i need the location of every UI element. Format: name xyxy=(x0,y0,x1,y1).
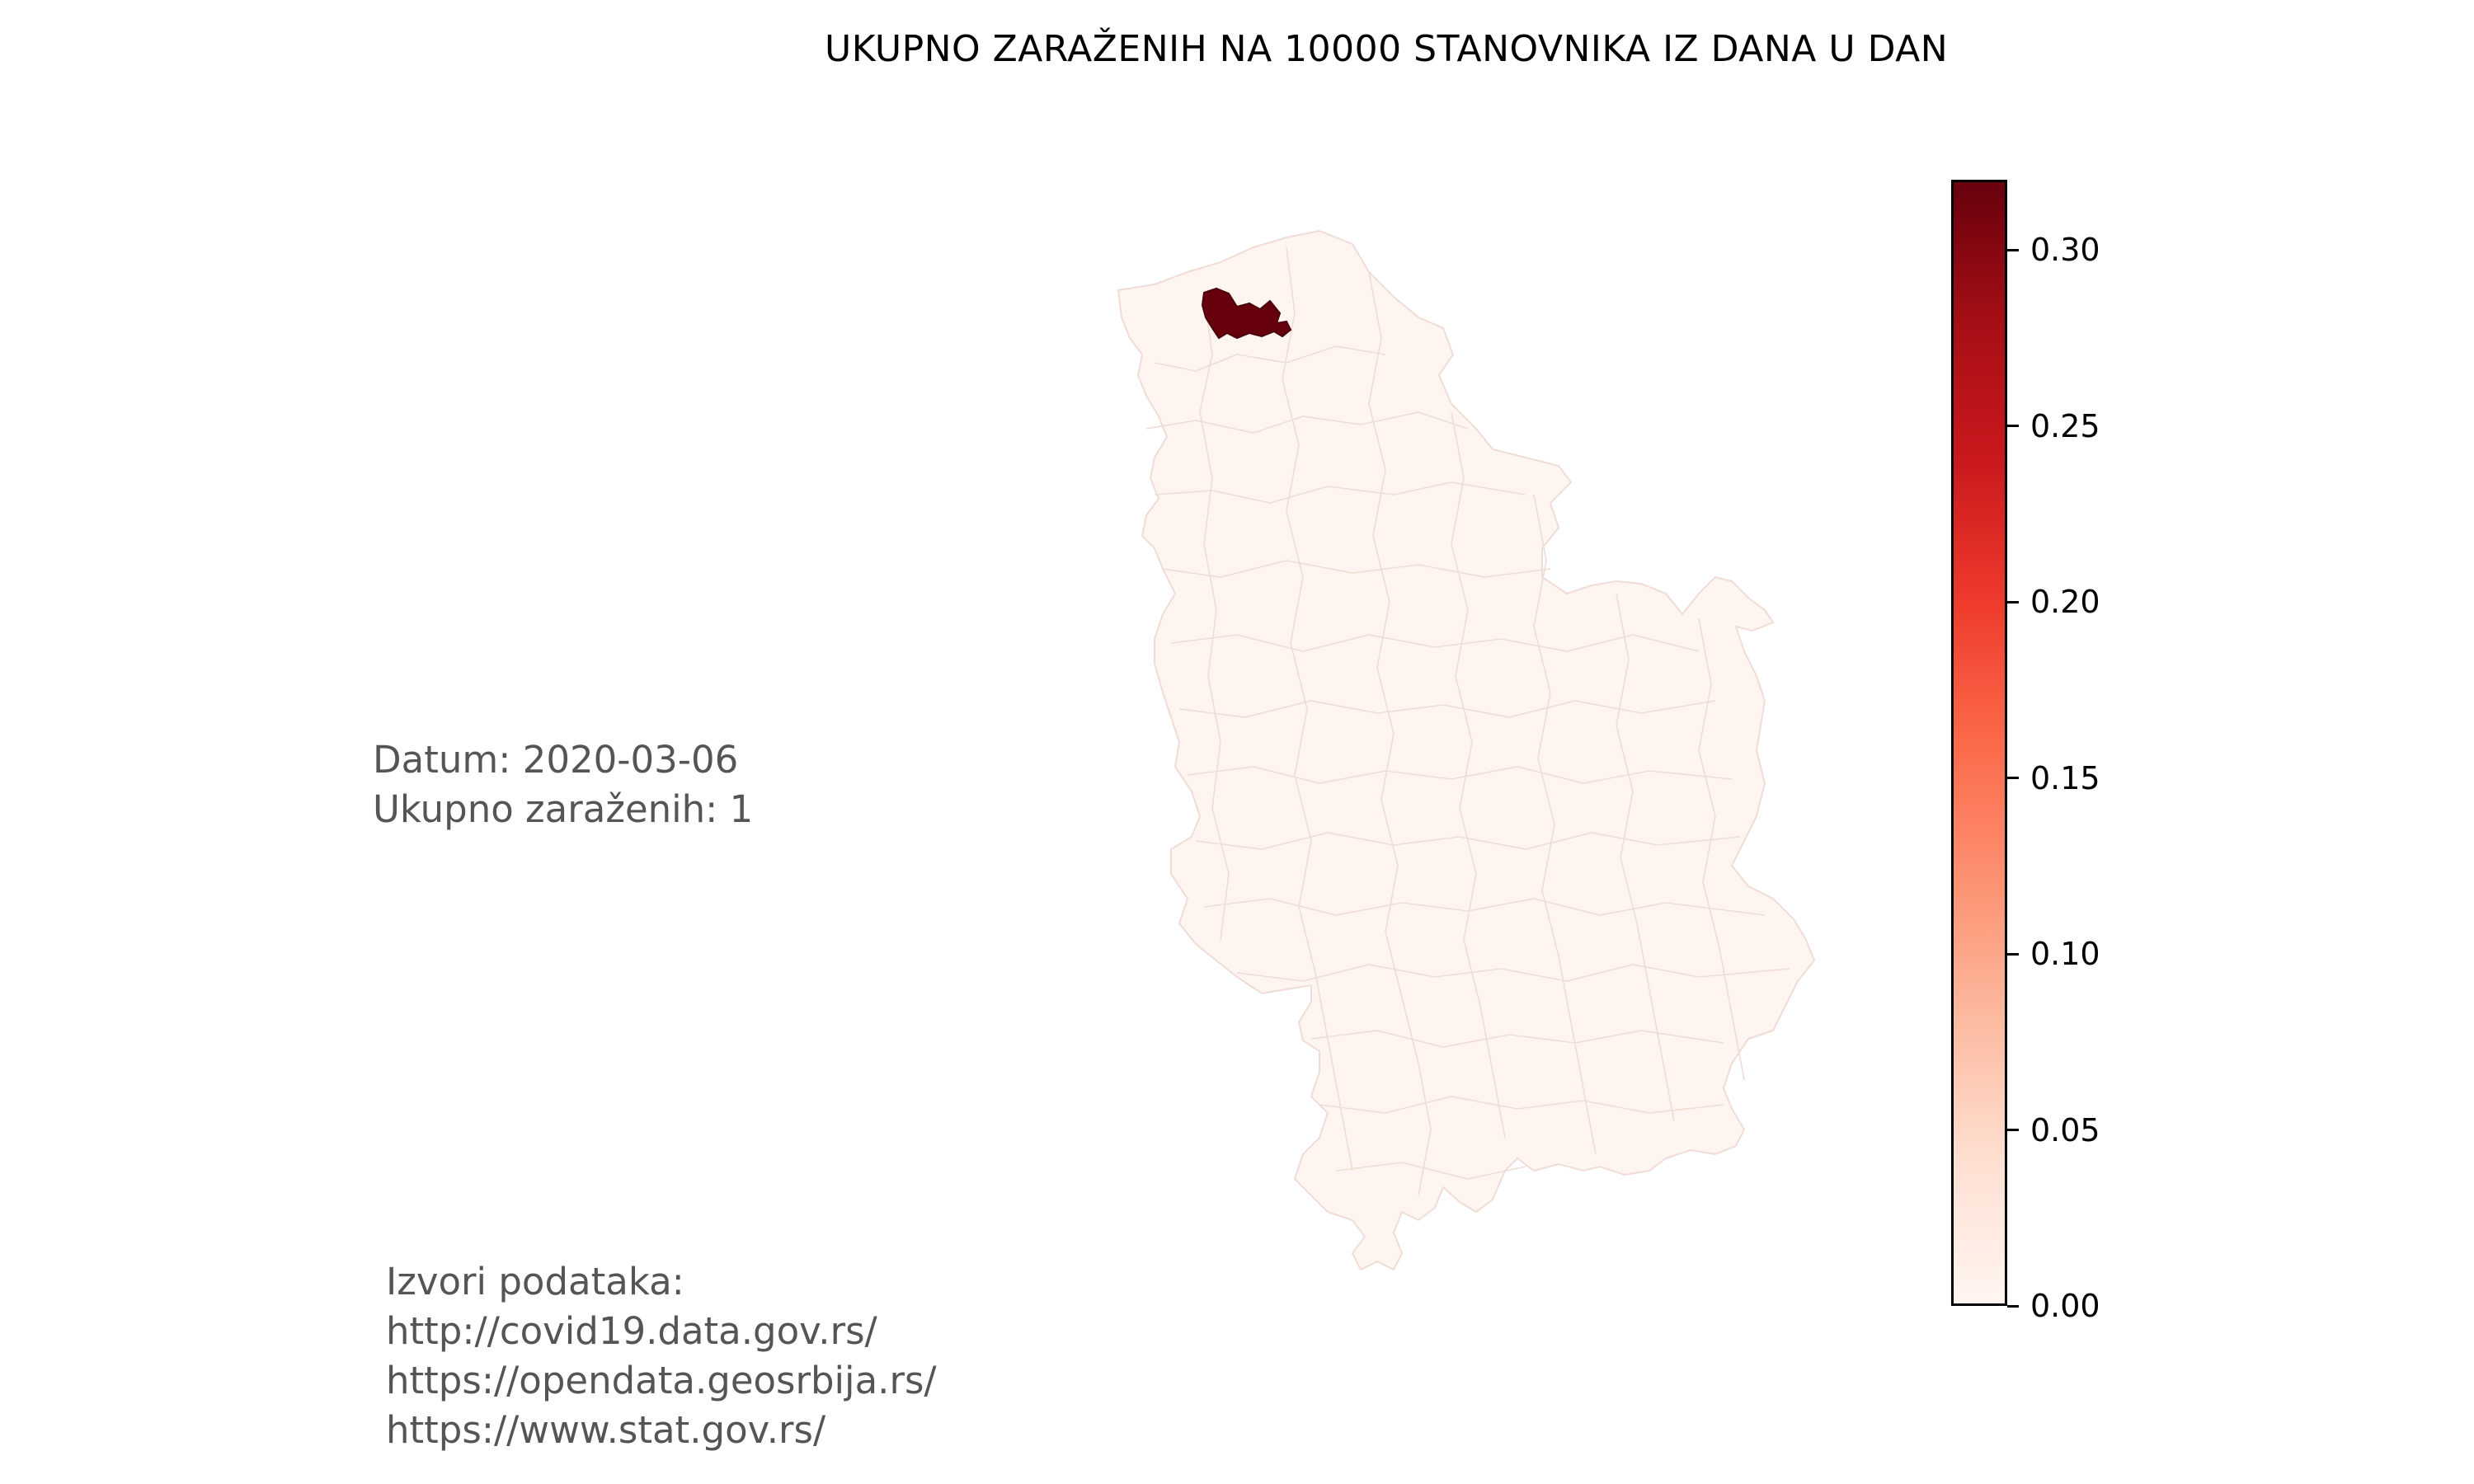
source-link: https://opendata.geosrbija.rs/ xyxy=(386,1359,937,1402)
date-text: Datum: 2020-03-06 xyxy=(373,738,739,782)
colorbar-tick-label: 0.15 xyxy=(2030,759,2100,796)
data-sources: Izvori podataka: http://covid19.data.gov… xyxy=(386,1257,937,1455)
colorbar-tick-label: 0.10 xyxy=(2030,936,2100,973)
sources-heading: Izvori podataka: xyxy=(386,1260,684,1303)
municipality-borders xyxy=(1145,247,1790,1196)
colorbar-tick-label: 0.05 xyxy=(2030,1111,2100,1148)
colorbar xyxy=(1951,180,2007,1306)
colorbar-tick xyxy=(2007,1129,2019,1132)
source-link: https://www.stat.gov.rs/ xyxy=(386,1408,826,1452)
colorbar-tick-label: 0.30 xyxy=(2030,232,2100,269)
colorbar-tick xyxy=(2007,425,2019,428)
map-regions xyxy=(1117,229,1816,1271)
info-panel: Datum: 2020-03-06 Ukupno zaraženih: 1 xyxy=(373,735,753,834)
colorbar-tick-label: 0.20 xyxy=(2030,584,2100,621)
colorbar-tick-label: 0.25 xyxy=(2030,407,2100,444)
colorbar-tick-label: 0.00 xyxy=(2030,1288,2100,1324)
colorbar-tick xyxy=(2007,777,2019,780)
colorbar-tick xyxy=(2007,1304,2019,1308)
country-outline xyxy=(1117,229,1816,1271)
map-title: UKUPNO ZARAŽENIH NA 10000 STANOVNIKA IZ … xyxy=(825,28,1949,70)
colorbar-tick xyxy=(2007,952,2019,956)
colorbar-tick xyxy=(2007,600,2019,603)
highlighted-municipality xyxy=(1201,287,1292,340)
total-infected-text: Ukupno zaraženih: 1 xyxy=(373,787,754,831)
colorbar-tick xyxy=(2007,248,2019,251)
source-link: http://covid19.data.gov.rs/ xyxy=(386,1309,877,1353)
